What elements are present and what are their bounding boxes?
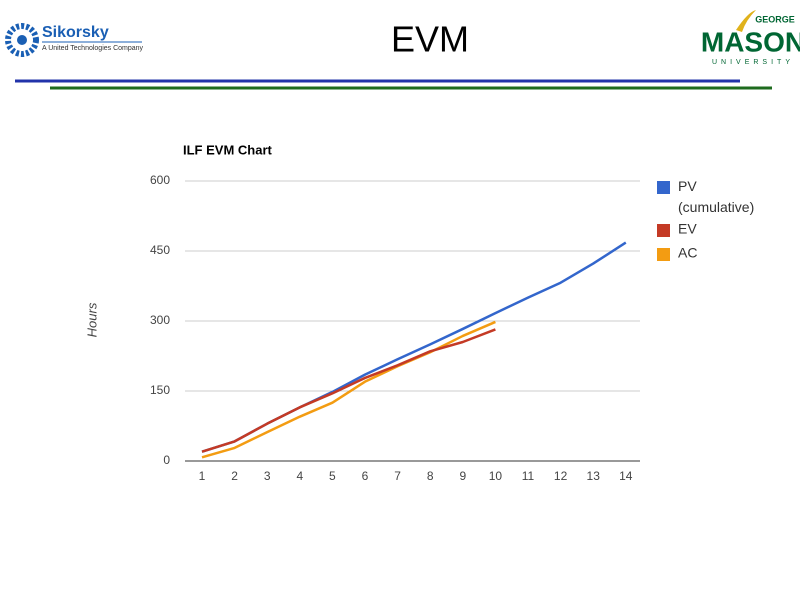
logo-tagline: A United Technologies Company	[42, 45, 144, 52]
chart-title: ILF EVM Chart	[183, 142, 273, 157]
y-tick-label: 0	[163, 453, 170, 467]
x-tick-label: 8	[427, 469, 434, 483]
series-line	[201, 328, 496, 453]
logo-emblem-center	[17, 35, 27, 45]
series-line	[201, 241, 627, 453]
x-tick-label: 5	[329, 469, 336, 483]
y-tick-label: 300	[150, 313, 170, 327]
x-tick-label: 14	[619, 469, 633, 483]
x-tick-label: 7	[394, 469, 401, 483]
x-tick-label: 12	[554, 469, 568, 483]
legend-label: EV	[678, 221, 697, 237]
x-tick-label: 6	[362, 469, 369, 483]
legend-label: PV (cumulative)	[678, 178, 754, 215]
slide-title: EVM	[391, 19, 469, 60]
x-tick-label: 11	[522, 469, 535, 483]
x-tick-label: 3	[264, 469, 271, 483]
logo-emblem	[5, 23, 39, 57]
x-tick-label: 2	[231, 469, 238, 483]
x-tick-label: 9	[459, 469, 466, 483]
legend-label: AC	[678, 245, 697, 261]
logo-top: GEORGE	[755, 14, 795, 24]
x-tick-label: 4	[296, 469, 303, 483]
gmu-logo: GEORGE MASON UNIVERSITY	[701, 10, 800, 66]
logo-name: Sikorsky	[42, 24, 109, 41]
logo-bottom: UNIVERSITY	[712, 59, 794, 66]
logo-name: MASON	[701, 26, 800, 57]
y-tick-label: 450	[150, 243, 170, 257]
y-tick-label: 150	[150, 383, 170, 397]
legend-swatch	[657, 181, 670, 194]
series-line	[201, 320, 496, 459]
y-tick-label: 600	[150, 173, 170, 187]
sikorsky-logo: Sikorsky A United Technologies Company	[5, 23, 144, 57]
legend-swatch	[657, 224, 670, 237]
x-tick-label: 13	[587, 469, 601, 483]
y-axis-label: Hours	[84, 302, 99, 337]
x-tick-label: 1	[199, 469, 206, 483]
x-tick-label: 10	[489, 469, 503, 483]
logo-flame	[736, 10, 756, 32]
legend-swatch	[657, 248, 670, 261]
